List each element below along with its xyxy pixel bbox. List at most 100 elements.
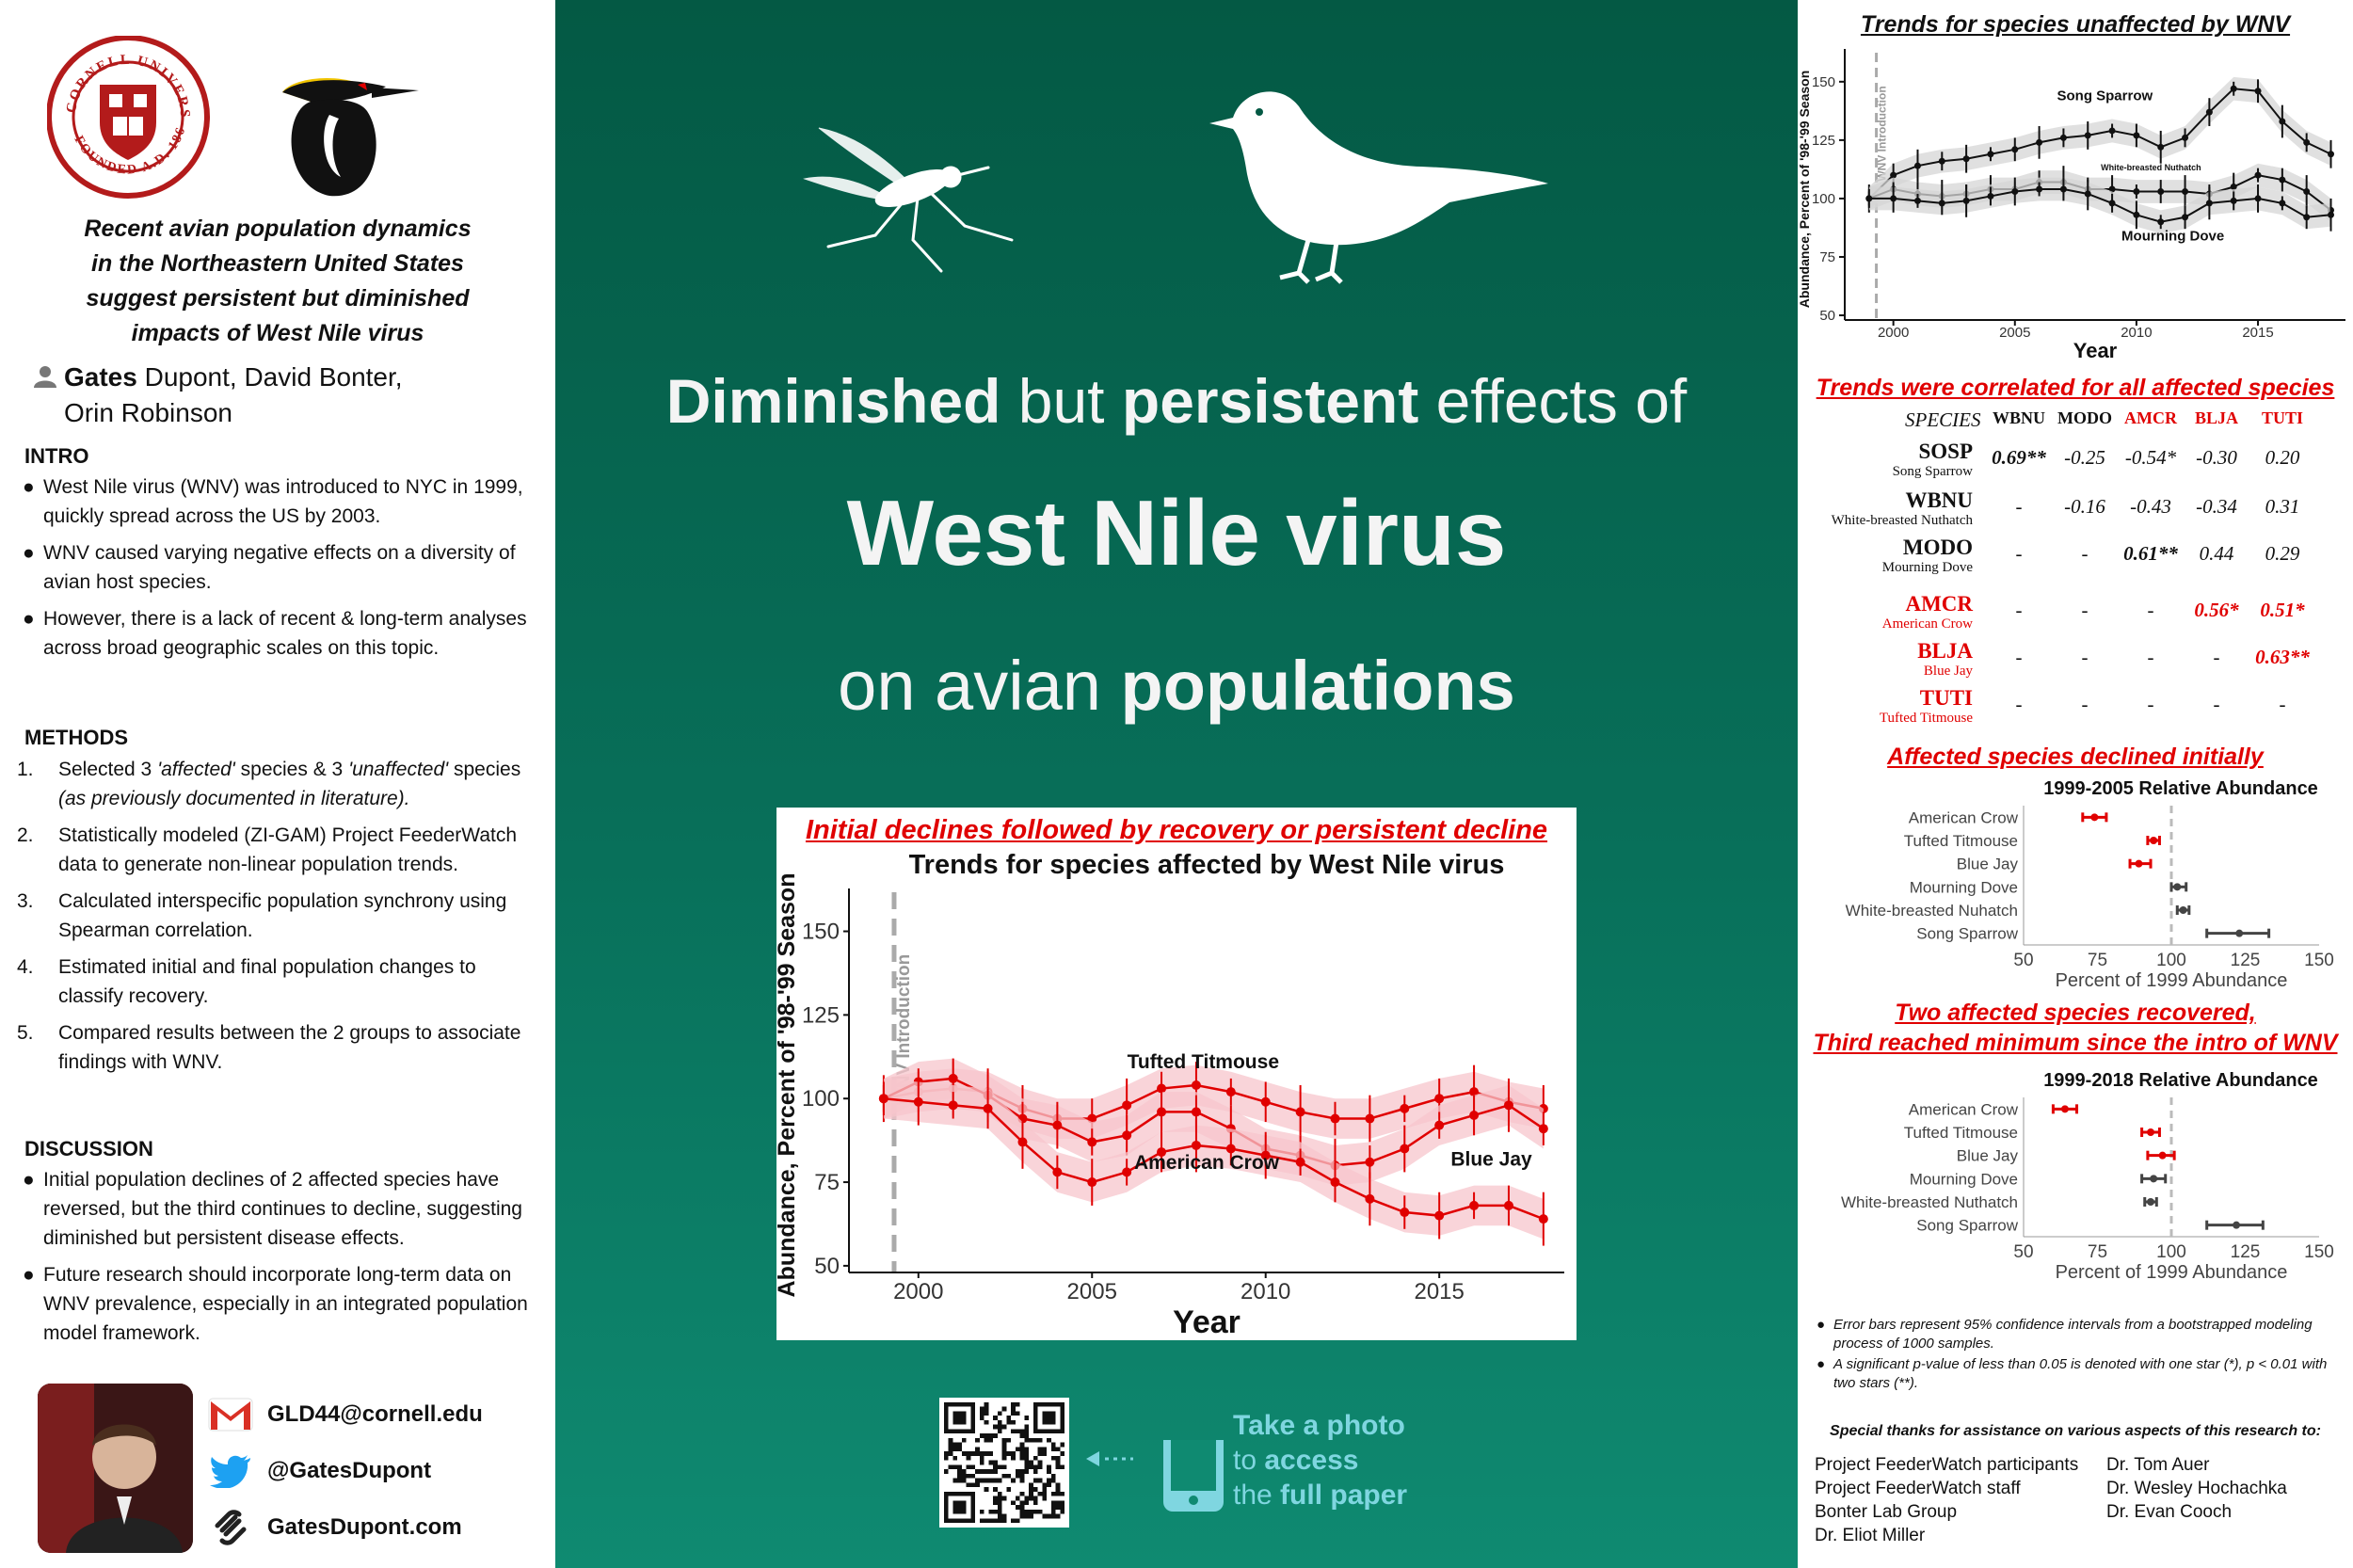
x-tick-label: 2005: [1067, 1279, 1117, 1304]
data-point: [1122, 1130, 1132, 1141]
data-point: [2147, 1198, 2155, 1206]
twitter-link[interactable]: @GatesDupont: [207, 1449, 431, 1493]
left-column: CORNELL UNIVERSITY FOUNDED A.D. 1865 Rec…: [0, 0, 555, 1568]
qr-module: [1019, 1473, 1025, 1479]
qr-module: [997, 1478, 1002, 1483]
qr-module: [1001, 1442, 1007, 1448]
qr-module: [1015, 1429, 1020, 1434]
series-label: Mourning Dove: [2121, 229, 2224, 245]
qr-module: [1019, 1455, 1025, 1461]
species-label: SOSP Song Sparrow: [1893, 440, 1973, 480]
person-icon: [34, 366, 56, 388]
corr-corner: SPECIES: [1905, 408, 1981, 431]
data-point: [1330, 1113, 1340, 1124]
qr-module: [957, 1473, 962, 1479]
qr-module: [1042, 1482, 1048, 1488]
email-link[interactable]: GLD44@cornell.edu: [207, 1393, 483, 1436]
qr-module: [993, 1460, 998, 1465]
table-cell: -0.43: [2130, 495, 2171, 518]
methods-list: 1. Selected 3 'affected' species & 3 'un…: [17, 755, 535, 1084]
data-point: [1503, 1100, 1513, 1111]
table-cell: -: [2081, 542, 2089, 565]
qr-module: [970, 1464, 976, 1470]
qr-module: [975, 1469, 980, 1474]
qr-module: [1001, 1406, 1007, 1412]
table-row: AMCR American Crow - - - 0.56* 0.51*: [1811, 593, 2347, 642]
table-cell: 0.56*: [2194, 599, 2239, 621]
data-point: [1987, 192, 1994, 200]
data-point: [2150, 837, 2158, 844]
table-row: WBNU White-breasted Nuthatch - -0.16 -0.43 -0…: [1811, 489, 2347, 538]
qr-module: [957, 1442, 962, 1448]
data-point: [2279, 200, 2286, 207]
qr-module: [1029, 1496, 1033, 1501]
qr-module: [979, 1469, 984, 1474]
phone-icon: [1086, 1440, 1224, 1512]
qr-module: [1055, 1464, 1061, 1470]
squarespace-icon: [207, 1509, 254, 1546]
qr-module: [1055, 1500, 1061, 1506]
qr-module: [988, 1433, 994, 1438]
table-cell: -: [2015, 599, 2023, 621]
website-link[interactable]: GatesDupont.com: [207, 1506, 462, 1549]
affected-trends-chart: Trends for species affected by West Nile…: [776, 850, 1564, 1340]
qr-module: [1032, 1455, 1038, 1461]
qr-module: [1019, 1513, 1025, 1519]
data-point: [2147, 1128, 2155, 1136]
qr-module: [993, 1496, 998, 1501]
data-point: [1987, 151, 1994, 158]
qr-module: [943, 1455, 949, 1461]
qr-module: [961, 1478, 967, 1483]
qr-module: [1024, 1509, 1030, 1514]
data-point: [2173, 883, 2182, 891]
table-cell: 0.63**: [2255, 646, 2310, 668]
x-tick-label: 2015: [1414, 1279, 1464, 1304]
table-cell: -0.30: [2196, 446, 2237, 469]
x-tick-label: 2000: [893, 1279, 943, 1304]
data-point: [2133, 132, 2140, 139]
center-column: Diminished but persistent effects of Wes…: [555, 0, 1798, 1568]
qr-module: [979, 1433, 984, 1438]
qr-module: [979, 1411, 984, 1416]
qr-module: [1024, 1460, 1030, 1465]
thanks-left: Project FeederWatch participants Project…: [1815, 1455, 2079, 1545]
qr-module: [1032, 1496, 1038, 1501]
data-point: [1400, 1208, 1410, 1218]
table-cell: -: [2213, 646, 2220, 668]
qr-module: [1055, 1491, 1061, 1496]
qr-module: [1006, 1419, 1012, 1425]
qr-module: [1032, 1478, 1038, 1483]
data-point: [1434, 1120, 1445, 1130]
list-item: 1. Selected 3 'affected' species & 3 'un…: [17, 759, 521, 809]
qr-module: [966, 1451, 971, 1456]
series-label: American Crow: [1134, 1152, 1280, 1174]
qr-module: [975, 1478, 980, 1483]
data-point: [1538, 1214, 1548, 1224]
affected-trends-panel: Initial declines followed by recovery or…: [776, 808, 1577, 1340]
qr-module: [979, 1460, 984, 1465]
qr-module: [979, 1509, 984, 1514]
call-to-action[interactable]: Take a photo to access the full paper: [1233, 1410, 1408, 1511]
data-point: [1260, 1096, 1271, 1107]
table-cell: -: [2015, 693, 2023, 715]
qr-module: [1037, 1478, 1043, 1483]
data-point: [2328, 211, 2335, 218]
qr-module: [1060, 1464, 1065, 1470]
y-tick-label: 75: [814, 1170, 840, 1195]
initial-heading: Affected species declined initially: [1887, 744, 2264, 770]
qr-module: [1024, 1455, 1030, 1461]
qr-code[interactable]: [939, 1398, 1069, 1528]
qr-module: [993, 1487, 998, 1492]
column-header: TUTI: [2261, 408, 2303, 427]
table-cell: 0.29: [2265, 542, 2300, 565]
y-tick-label: 100: [802, 1086, 840, 1112]
qr-module: [966, 1455, 971, 1461]
data-point: [1191, 1107, 1201, 1117]
table-cell: -: [2081, 599, 2089, 621]
data-point: [1865, 195, 1873, 202]
x-tick-label: 2000: [1878, 325, 1909, 341]
qr-module: [993, 1464, 998, 1470]
discussion-list: ● Initial population declines of 2 affect…: [21, 1165, 529, 1355]
data-point: [878, 1094, 888, 1104]
data-point: [2254, 171, 2262, 179]
